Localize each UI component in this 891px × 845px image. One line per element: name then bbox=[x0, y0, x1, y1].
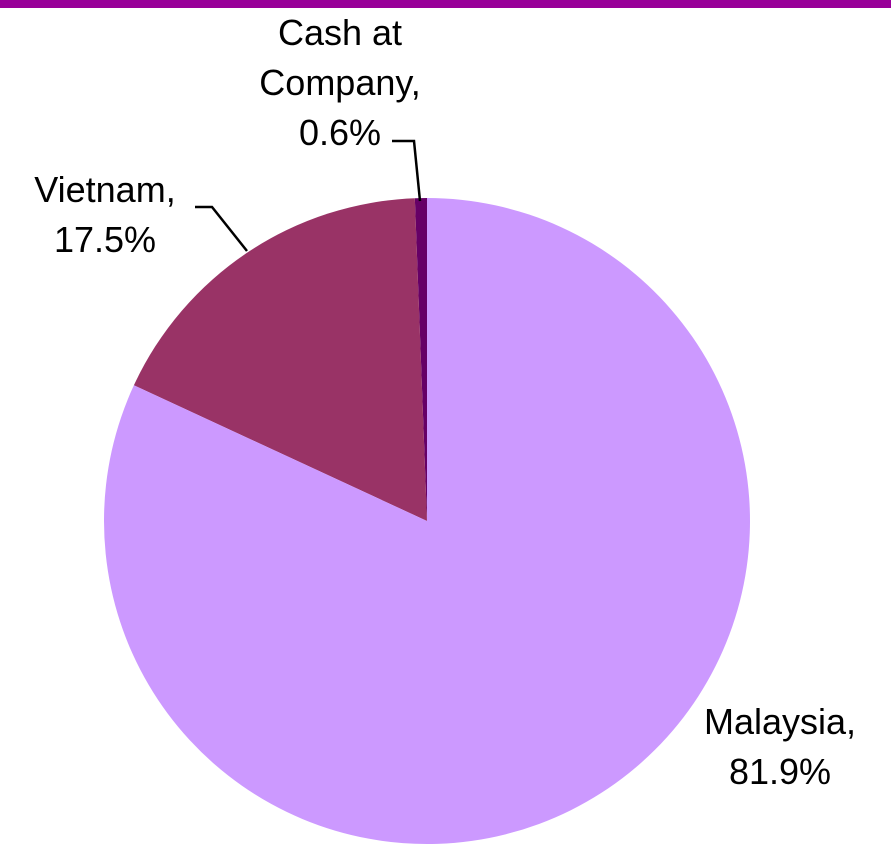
header-bar bbox=[0, 0, 891, 8]
value-label: 17.5% bbox=[53, 219, 157, 260]
pie-slice bbox=[104, 198, 750, 844]
value-label: 81.9% bbox=[728, 751, 832, 792]
category-label: Malaysia, bbox=[703, 701, 857, 742]
data-label: Malaysia, 81.9% bbox=[690, 697, 870, 797]
leader-line bbox=[392, 139, 422, 202]
value-label: 0.6% bbox=[298, 112, 382, 153]
leader-line bbox=[195, 205, 248, 252]
category-label: Cash at Company, bbox=[259, 12, 421, 103]
pie-slice bbox=[414, 198, 427, 521]
data-label: Cash at Company, 0.6% bbox=[240, 8, 440, 158]
pie-slice bbox=[133, 198, 427, 522]
data-label: Vietnam, 17.5% bbox=[5, 165, 205, 265]
category-label: Vietnam, bbox=[34, 169, 176, 210]
